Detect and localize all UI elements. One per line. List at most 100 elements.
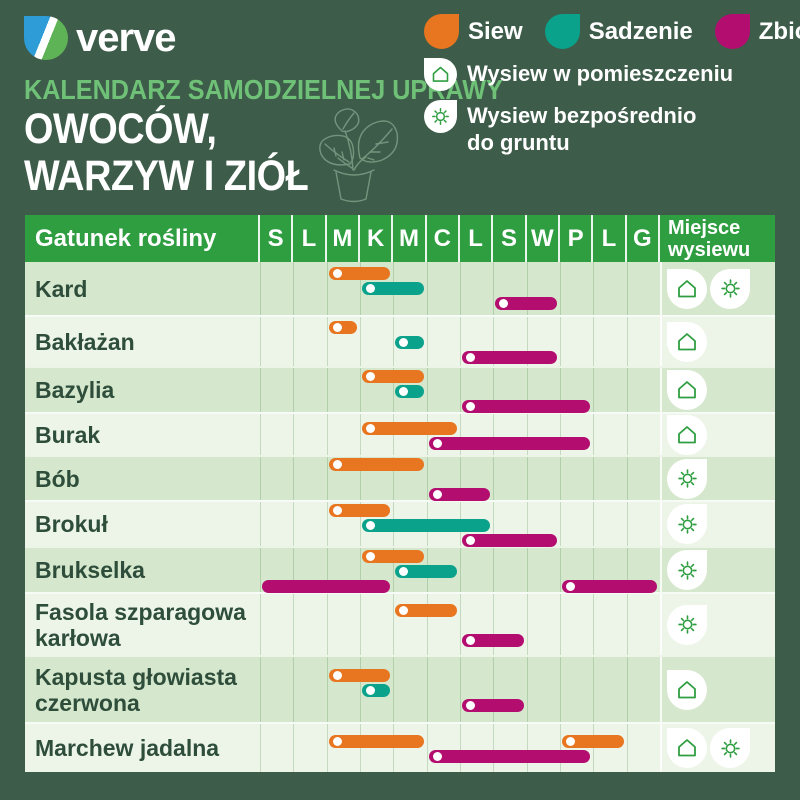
gantt-bar-siew <box>328 267 391 280</box>
month-header-cell: S <box>260 215 294 262</box>
bar-start-dot <box>366 686 375 695</box>
bar-start-dot <box>566 737 575 746</box>
month-gridline-cell <box>326 657 360 722</box>
month-gridline-cell <box>593 368 626 412</box>
month-gridlines <box>260 262 660 315</box>
gantt-bar-siew <box>362 549 424 563</box>
place-cell <box>660 414 775 455</box>
month-gridline-cell <box>559 548 593 592</box>
species-cell: Brukselka <box>35 557 145 583</box>
bar-start-dot <box>366 371 375 381</box>
month-gridline-cell <box>426 368 460 412</box>
month-gridline-cell <box>293 657 326 722</box>
legend-item-zbior: Zbiór <box>714 14 800 49</box>
house-icon <box>667 414 707 455</box>
month-gridline-cell <box>359 657 393 722</box>
bar-start-dot <box>366 423 375 433</box>
sun-icon <box>710 728 750 768</box>
sun-icon <box>667 458 707 499</box>
month-gridline-cell <box>559 457 593 500</box>
month-gridline-cell <box>526 414 560 455</box>
month-gridline-cell <box>393 317 426 366</box>
months-cell <box>260 457 660 501</box>
place-cell <box>660 594 775 655</box>
table-row: Kapusta głowiasta czerwona <box>25 655 775 722</box>
month-gridline-cell <box>393 594 426 655</box>
potted-plant-sketch-icon <box>319 108 399 203</box>
gantt-bar-zbior <box>462 533 557 547</box>
month-gridline-cell <box>459 414 493 455</box>
place-cell <box>660 657 775 722</box>
gantt-bar-zbior <box>495 297 557 310</box>
bar-start-dot <box>366 284 375 293</box>
gantt-bar-zbior <box>462 399 591 413</box>
month-gridline-cell <box>459 594 493 655</box>
siew-swatch-icon <box>424 14 459 49</box>
month-header-cell: S <box>493 215 527 262</box>
month-gridline-cell <box>293 457 326 500</box>
month-gridline-cell <box>260 502 293 546</box>
month-gridline-cell <box>593 724 626 772</box>
month-gridline-cell <box>559 594 593 655</box>
month-gridline-cell <box>626 657 660 722</box>
house-icon <box>424 58 457 91</box>
species-cell: Kapusta głowiasta czerwona <box>35 663 237 716</box>
month-gridline-cell <box>593 457 626 500</box>
month-gridline-cell <box>526 317 560 366</box>
month-gridline-cell <box>260 368 293 412</box>
month-gridline-cell <box>326 548 360 592</box>
legend-series-row: Siew Sadzenie Zbiór <box>424 14 800 49</box>
month-gridline-cell <box>260 594 293 655</box>
table-row: Bazylia <box>25 366 775 413</box>
bar-start-dot <box>466 401 475 411</box>
month-gridline-cell <box>526 724 560 772</box>
month-gridline-cell <box>626 548 660 592</box>
month-gridline-cell <box>393 724 426 772</box>
months-cell <box>260 317 660 366</box>
legend-label: Zbiór <box>758 17 800 45</box>
month-gridlines <box>260 457 660 500</box>
month-gridline-cell <box>493 457 526 500</box>
month-gridline-cell <box>626 724 660 772</box>
month-gridline-cell <box>359 368 393 412</box>
gantt-bar-sadzenie <box>395 336 424 349</box>
table-row: Brokuł <box>25 500 775 547</box>
month-gridline-cell <box>526 548 560 592</box>
month-gridline-cell <box>493 368 526 412</box>
bar-start-dot <box>432 438 442 448</box>
month-gridline-cell <box>260 457 293 500</box>
month-gridline-cell <box>293 262 326 315</box>
sadzenie-swatch-icon <box>544 14 580 49</box>
month-gridline-cell <box>493 724 526 772</box>
bar-start-dot <box>399 338 409 347</box>
gantt-bar-siew <box>328 503 391 517</box>
place-header-line1: Miejsce <box>668 216 741 239</box>
month-gridline-cell <box>493 657 526 722</box>
gantt-bar-siew <box>562 735 624 748</box>
brand: verve <box>24 16 177 60</box>
gantt-bar-siew <box>362 421 457 435</box>
gantt-bar-siew <box>328 735 424 748</box>
month-gridline-cell <box>526 594 560 655</box>
month-gridline-cell <box>293 502 326 546</box>
legend-indoor-label: Wysiew w pomieszczeniu <box>467 61 734 86</box>
gantt-bar-zbior <box>428 488 491 501</box>
gantt-bar-siew <box>328 669 391 682</box>
month-gridline-cell <box>293 368 326 412</box>
bar-start-dot <box>332 269 342 278</box>
bar-start-dot <box>432 752 442 761</box>
legend-indoor: Wysiew w pomieszczeniu <box>424 58 794 91</box>
month-gridline-cell <box>559 317 593 366</box>
house-icon <box>667 370 707 410</box>
bar-start-dot <box>466 636 475 645</box>
month-gridline-cell <box>393 657 426 722</box>
month-gridline-cell <box>293 724 326 772</box>
place-header-line2: wysiewu <box>668 238 751 261</box>
month-gridline-cell <box>326 457 360 500</box>
month-gridline-cell <box>459 457 493 500</box>
gantt-bar-zbior <box>462 699 524 712</box>
month-gridline-cell <box>526 368 560 412</box>
